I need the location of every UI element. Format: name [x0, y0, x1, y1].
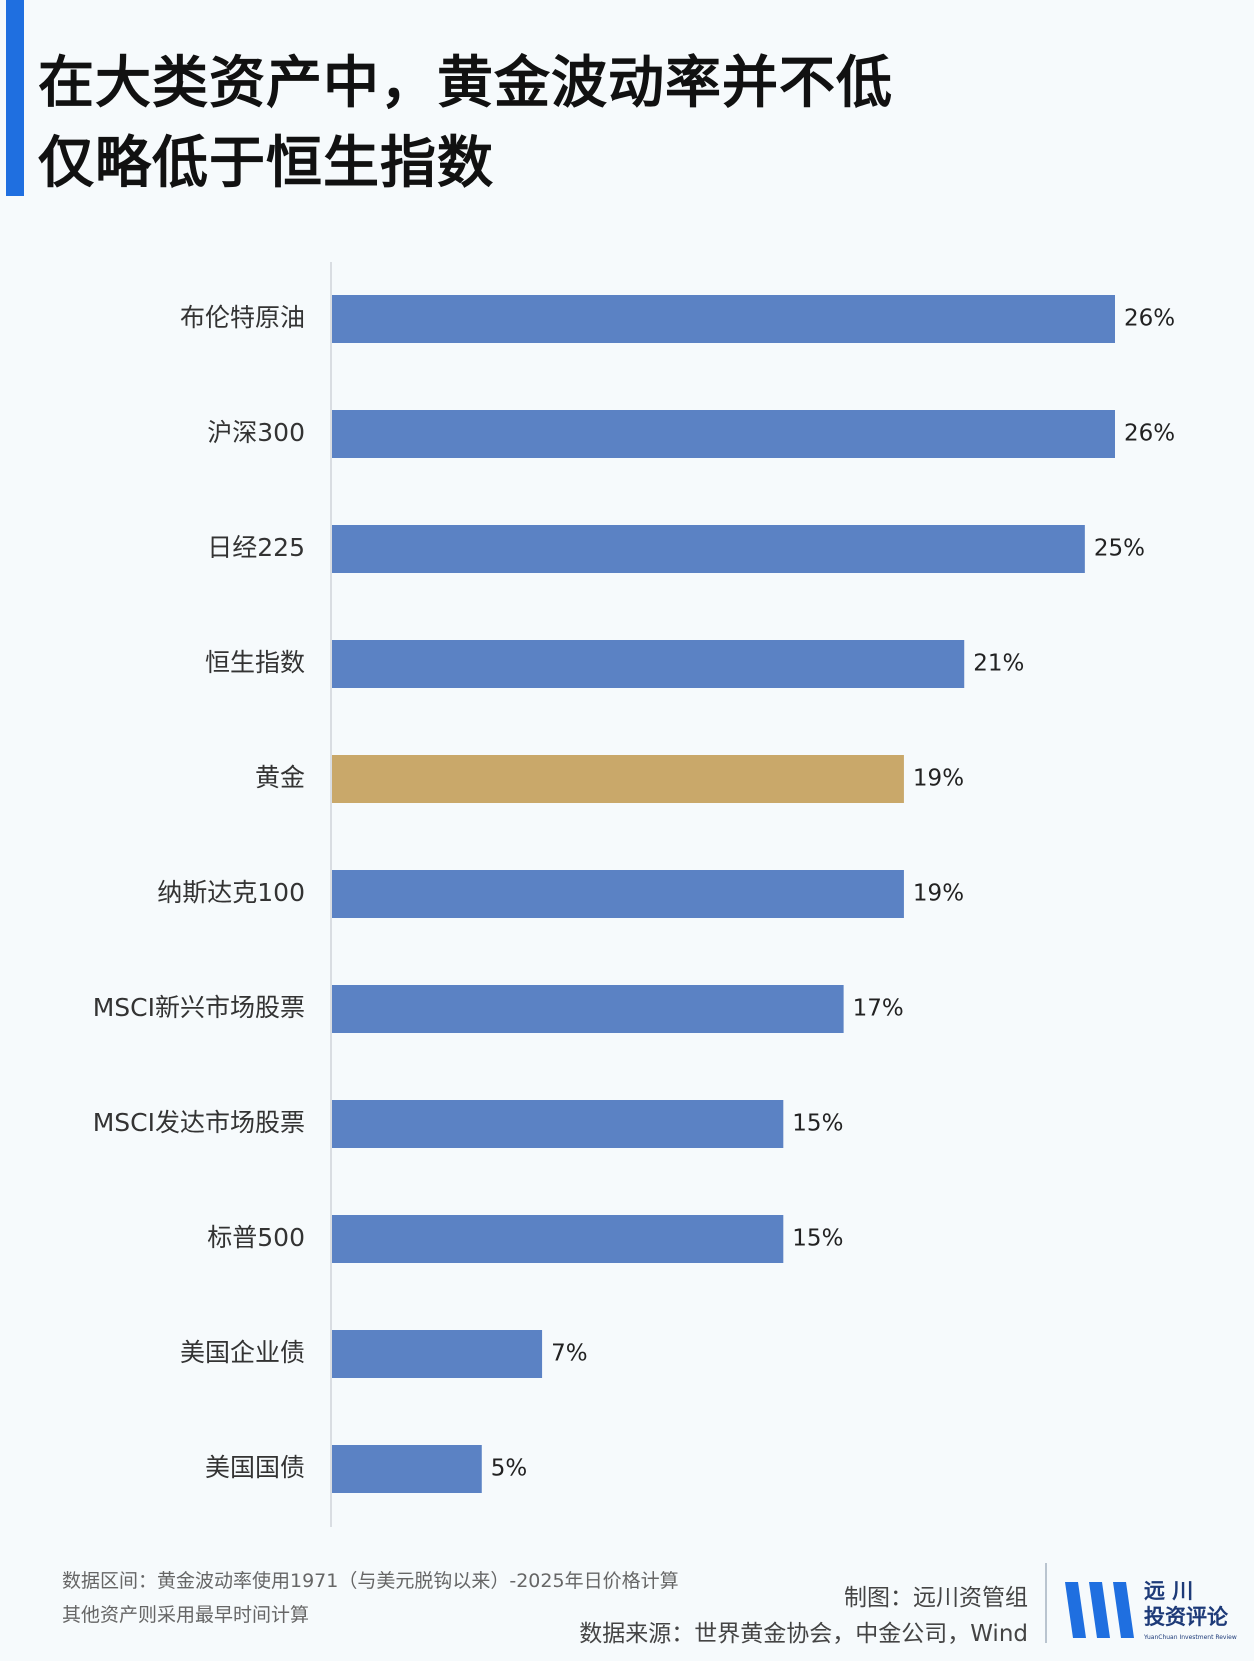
- credit-made-by: 制图：远川资管组: [844, 1585, 1028, 1611]
- logo-wordmark-line-1: 远 川: [1144, 1579, 1194, 1603]
- value-label: 17%: [853, 996, 904, 1022]
- value-label: 15%: [792, 1111, 843, 1137]
- logo-wordmark-line-2: 投资评论: [1144, 1605, 1228, 1629]
- page-title-line-2: 仅略低于恒生指数: [38, 131, 494, 196]
- value-label: 7%: [551, 1341, 588, 1367]
- footnote-line-2: 其他资产则采用最早时间计算: [62, 1604, 310, 1626]
- bar-10: [331, 1330, 543, 1378]
- category-label: 日经225: [207, 533, 305, 562]
- value-label: 26%: [1124, 306, 1175, 332]
- bar-2: [331, 410, 1115, 458]
- bars-layer: 布伦特原油 26% 沪深300 26% 日经225 25% 恒生指数 21% 黄金 19% 纳斯达克…: [93, 295, 1175, 1493]
- category-label: 布伦特原油: [180, 303, 305, 332]
- bar-4: [331, 640, 965, 688]
- category-label: 标普500: [207, 1223, 305, 1252]
- bar-11: [331, 1445, 482, 1493]
- value-label: 21%: [973, 651, 1024, 677]
- value-label: 25%: [1094, 536, 1145, 562]
- bar-9: [331, 1215, 784, 1263]
- bar-3: [331, 525, 1085, 573]
- footnote-line-1: 数据区间：黄金波动率使用1971（与美元脱钩以来）-2025年日价格计算: [62, 1570, 679, 1592]
- category-label: 沪深300: [207, 418, 305, 447]
- logo-wordmark: 远 川 投资评论: [1144, 1578, 1228, 1630]
- bar-5: [331, 755, 904, 803]
- title-accent-bar: [6, 0, 24, 196]
- value-label: 19%: [913, 881, 964, 907]
- category-label: MSCI发达市场股票: [93, 1108, 305, 1137]
- logo-divider: [1045, 1563, 1047, 1643]
- category-label: 美国企业债: [180, 1338, 305, 1367]
- value-label: 26%: [1124, 421, 1175, 447]
- category-label: 美国国债: [205, 1453, 305, 1482]
- category-label: 恒生指数: [205, 648, 305, 677]
- category-label: 黄金: [255, 763, 305, 792]
- value-label: 19%: [913, 766, 964, 792]
- bar-8: [331, 1100, 784, 1148]
- category-label: MSCI新兴市场股票: [93, 993, 305, 1022]
- value-label: 5%: [491, 1456, 528, 1482]
- bar-7: [331, 985, 844, 1033]
- category-label: 纳斯达克100: [157, 878, 305, 907]
- value-label: 15%: [792, 1226, 843, 1252]
- yuanchuan-logo-icon: [1065, 1582, 1134, 1638]
- logo-tagline: YuanChuan Investment Review: [1144, 1634, 1237, 1641]
- page-title-line-1: 在大类资产中，黄金波动率并不低: [38, 51, 893, 116]
- bar-6: [331, 870, 904, 918]
- credit-data-source: 数据来源：世界黄金协会，中金公司，Wind: [579, 1621, 1028, 1647]
- bar-1: [331, 295, 1115, 343]
